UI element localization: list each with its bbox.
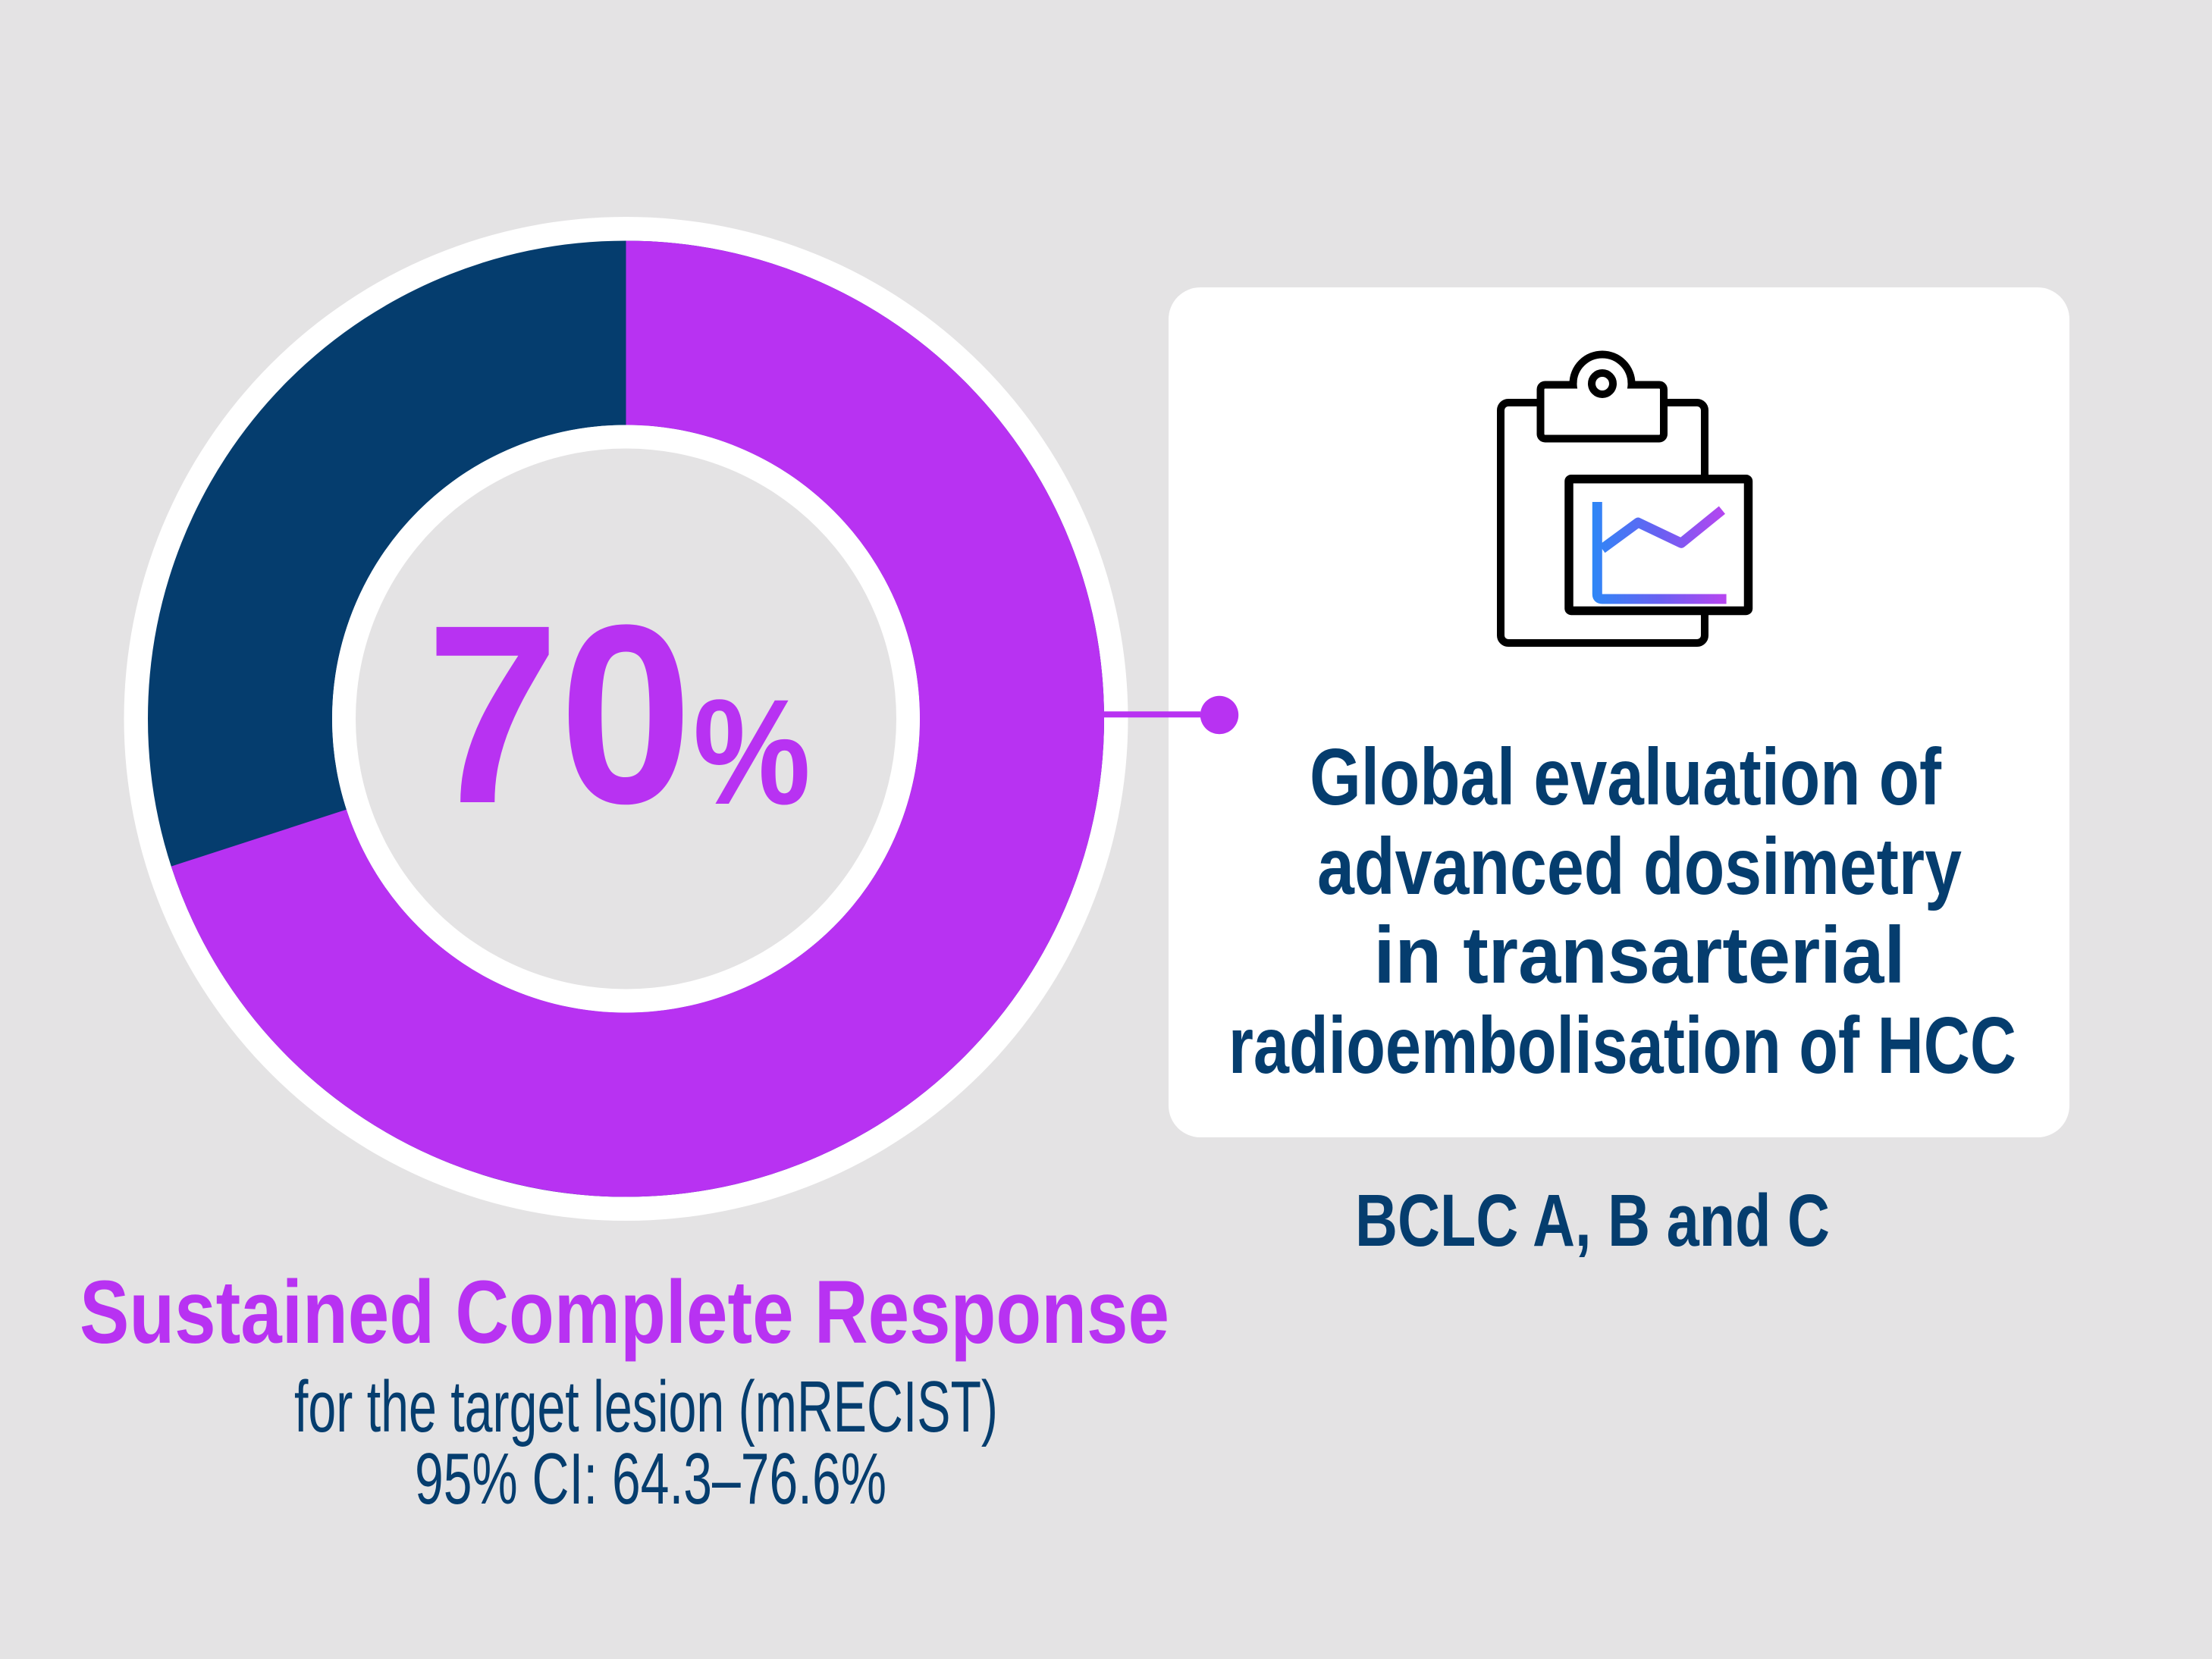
svg-text:in transarterial: in transarterial <box>1374 911 1906 1000</box>
svg-text:95% CI: 64.3–76.6%: 95% CI: 64.3–76.6% <box>415 1438 886 1519</box>
svg-text:for the target lesion (mRECIST: for the target lesion (mRECIST) <box>294 1366 998 1447</box>
svg-text:BCLC A, B and C: BCLC A, B and C <box>1355 1179 1830 1262</box>
svg-text:%: % <box>693 668 811 836</box>
svg-text:Sustained Complete Response: Sustained Complete Response <box>80 1262 1169 1363</box>
svg-text:Global evaluation of: Global evaluation of <box>1310 732 1942 822</box>
svg-text:advanced dosimetry: advanced dosimetry <box>1317 822 1962 911</box>
svg-text:radioembolisation of HCC: radioembolisation of HCC <box>1228 1001 2016 1090</box>
svg-text:70: 70 <box>426 572 692 857</box>
